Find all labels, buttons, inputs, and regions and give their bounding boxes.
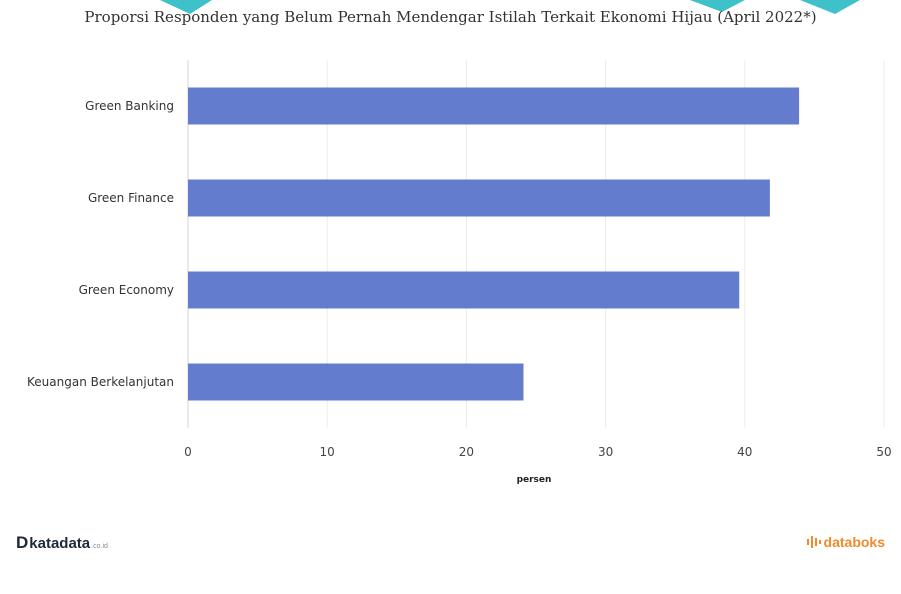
x-axis-label: persen: [517, 475, 552, 485]
category-label: Green Banking: [85, 99, 174, 113]
katadata-d-mark: D: [16, 533, 29, 552]
databoks-bars-icon: [806, 536, 821, 548]
header-decoration: [160, 0, 860, 14]
category-label: Keuangan Berkelanjutan: [27, 375, 174, 389]
bar-chart: 0 10 20 30 40 50 Green Banking Green Finance Gre…: [27, 60, 892, 485]
x-tick-label: 50: [876, 445, 891, 459]
category-label: Green Economy: [79, 283, 174, 297]
katadata-logo: D katadata .co.id: [16, 533, 108, 553]
databoks-wordmark: databoks: [823, 534, 885, 550]
katadata-domain-suffix: .co.id: [91, 543, 108, 550]
bar: [188, 179, 770, 217]
x-tick-label: 20: [459, 445, 474, 459]
bar: [188, 271, 740, 309]
bar: [188, 87, 800, 125]
katadata-wordmark: katadata: [29, 535, 91, 552]
category-label: Green Finance: [88, 191, 174, 205]
bar: [188, 363, 524, 401]
databoks-logo: databoks: [806, 534, 885, 550]
x-tick-label: 10: [320, 445, 335, 459]
x-tick-label: 0: [184, 445, 192, 459]
x-tick-label: 40: [737, 445, 752, 459]
x-tick-label: 30: [598, 445, 613, 459]
chart-title: Proporsi Responden yang Belum Pernah Men…: [84, 8, 817, 26]
